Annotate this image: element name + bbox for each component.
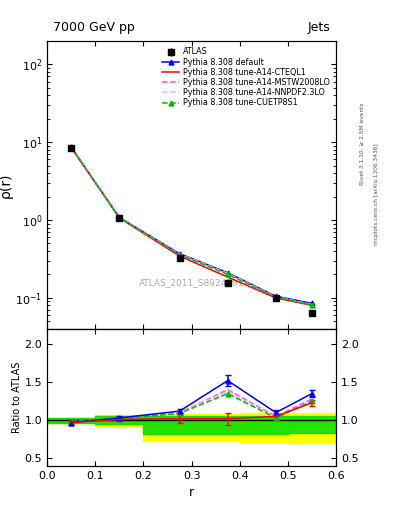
Pythia 8.308 tune-A14-NNPDF2.3LO bbox=[177, 251, 182, 257]
Pythia 8.308 tune-A14-CTEQL1 bbox=[177, 253, 182, 259]
Pythia 8.308 tune-A14-MSTW2008LO bbox=[225, 270, 230, 276]
Text: Jets: Jets bbox=[307, 21, 330, 34]
Pythia 8.308 default bbox=[117, 215, 122, 221]
Pythia 8.308 tune-CUETP8S1 bbox=[69, 144, 73, 151]
Pythia 8.308 tune-A14-MSTW2008LO bbox=[274, 293, 278, 300]
Pythia 8.308 tune-A14-MSTW2008LO bbox=[310, 302, 314, 308]
Line: Pythia 8.308 tune-A14-NNPDF2.3LO: Pythia 8.308 tune-A14-NNPDF2.3LO bbox=[71, 147, 312, 305]
Line: Pythia 8.308 tune-A14-MSTW2008LO: Pythia 8.308 tune-A14-MSTW2008LO bbox=[71, 147, 312, 305]
X-axis label: r: r bbox=[189, 486, 194, 499]
Pythia 8.308 tune-CUETP8S1 bbox=[310, 302, 314, 308]
Y-axis label: ρ(r): ρ(r) bbox=[0, 172, 13, 198]
Pythia 8.308 tune-A14-NNPDF2.3LO bbox=[117, 215, 122, 221]
Pythia 8.308 tune-CUETP8S1 bbox=[177, 251, 182, 258]
Pythia 8.308 tune-CUETP8S1 bbox=[274, 294, 278, 300]
Pythia 8.308 default bbox=[274, 293, 278, 300]
Line: Pythia 8.308 default: Pythia 8.308 default bbox=[69, 145, 314, 306]
Line: Pythia 8.308 tune-CUETP8S1: Pythia 8.308 tune-CUETP8S1 bbox=[69, 145, 314, 307]
Pythia 8.308 tune-A14-CTEQL1 bbox=[274, 295, 278, 301]
Legend: ATLAS, Pythia 8.308 default, Pythia 8.308 tune-A14-CTEQL1, Pythia 8.308 tune-A14: ATLAS, Pythia 8.308 default, Pythia 8.30… bbox=[159, 45, 332, 110]
Line: Pythia 8.308 tune-A14-CTEQL1: Pythia 8.308 tune-A14-CTEQL1 bbox=[71, 147, 312, 306]
Pythia 8.308 default bbox=[225, 270, 230, 276]
Pythia 8.308 tune-A14-CTEQL1 bbox=[69, 144, 73, 151]
Pythia 8.308 default bbox=[69, 144, 73, 151]
Pythia 8.308 tune-A14-NNPDF2.3LO bbox=[310, 302, 314, 308]
Pythia 8.308 tune-A14-NNPDF2.3LO bbox=[225, 270, 230, 276]
Pythia 8.308 default bbox=[177, 250, 182, 257]
Pythia 8.308 tune-A14-MSTW2008LO bbox=[177, 251, 182, 257]
Text: Rivet 3.1.10, ≥ 2.5M events: Rivet 3.1.10, ≥ 2.5M events bbox=[360, 102, 365, 185]
Text: ATLAS_2011_S8924791: ATLAS_2011_S8924791 bbox=[139, 279, 244, 287]
Pythia 8.308 tune-A14-CTEQL1 bbox=[117, 215, 122, 221]
Text: mcplots.cern.ch [arXiv:1306.3436]: mcplots.cern.ch [arXiv:1306.3436] bbox=[374, 144, 378, 245]
Pythia 8.308 tune-A14-NNPDF2.3LO bbox=[274, 293, 278, 300]
Pythia 8.308 default bbox=[310, 300, 314, 306]
Text: 7000 GeV pp: 7000 GeV pp bbox=[53, 21, 135, 34]
Pythia 8.308 tune-A14-CTEQL1 bbox=[225, 274, 230, 280]
Pythia 8.308 tune-CUETP8S1 bbox=[117, 215, 122, 221]
Pythia 8.308 tune-CUETP8S1 bbox=[225, 271, 230, 278]
Pythia 8.308 tune-A14-NNPDF2.3LO bbox=[69, 144, 73, 151]
Y-axis label: Ratio to ATLAS: Ratio to ATLAS bbox=[12, 361, 22, 433]
Pythia 8.308 tune-A14-MSTW2008LO bbox=[117, 215, 122, 221]
Pythia 8.308 tune-A14-MSTW2008LO bbox=[69, 144, 73, 151]
Pythia 8.308 tune-A14-CTEQL1 bbox=[310, 303, 314, 309]
